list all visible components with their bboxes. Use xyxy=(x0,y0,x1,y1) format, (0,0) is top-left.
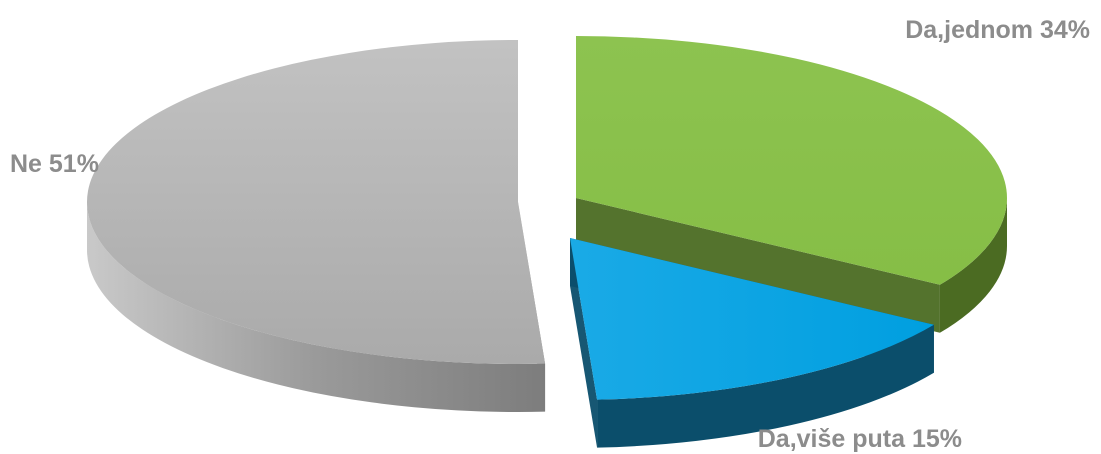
slice-ne-label: Ne 51% xyxy=(10,150,99,178)
slice-da-vise-puta-side xyxy=(597,324,934,448)
slice-da-vise-puta xyxy=(570,238,934,448)
slice-ne-top xyxy=(86,40,546,364)
slice-da-vise-puta-cut-face xyxy=(570,238,598,448)
slice-ne xyxy=(86,40,546,412)
slice-da-jednom-cut-face xyxy=(576,198,940,333)
slice-da-vise-puta-top xyxy=(570,238,934,400)
slice-da-vise-puta-label: Da,više puta 15% xyxy=(758,425,962,453)
slice-da-jednom-top xyxy=(576,36,1007,285)
slice-da-jednom-side xyxy=(939,198,1007,333)
slice-da-jednom xyxy=(576,36,1007,333)
slice-da-jednom-label: Da,jednom 34% xyxy=(905,16,1090,44)
slice-ne-side xyxy=(87,202,546,412)
